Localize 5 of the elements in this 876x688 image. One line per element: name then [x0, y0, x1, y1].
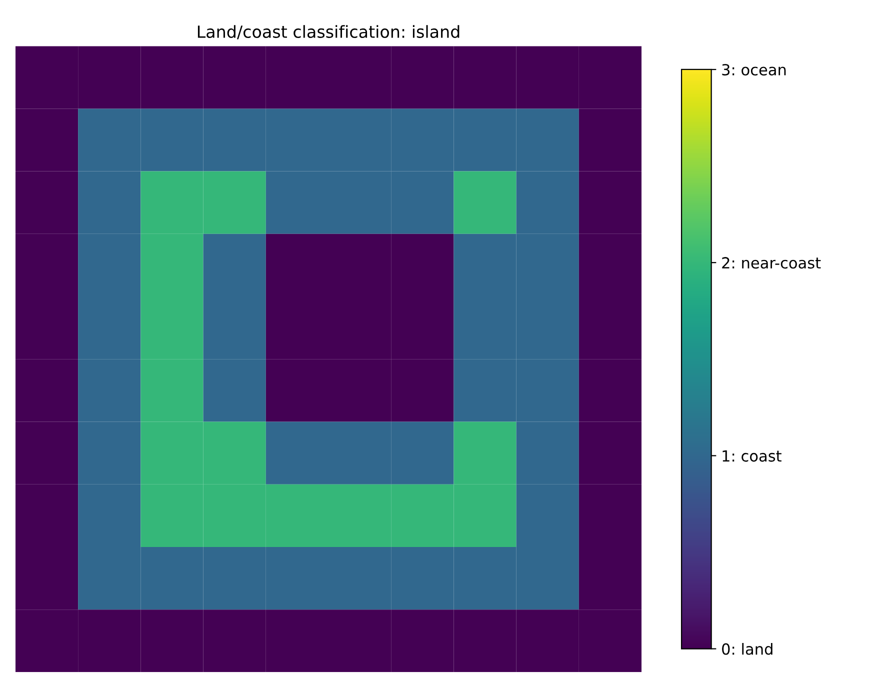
- color-bar-label: 3: ocean: [722, 64, 786, 76]
- color-bar-label: 1: coast: [722, 450, 782, 462]
- color-bar-label: 2: near-coast: [722, 257, 821, 269]
- color-bar-label: 0: land: [722, 642, 772, 655]
- chart-title: Land/coast classification: island: [198, 25, 460, 40]
